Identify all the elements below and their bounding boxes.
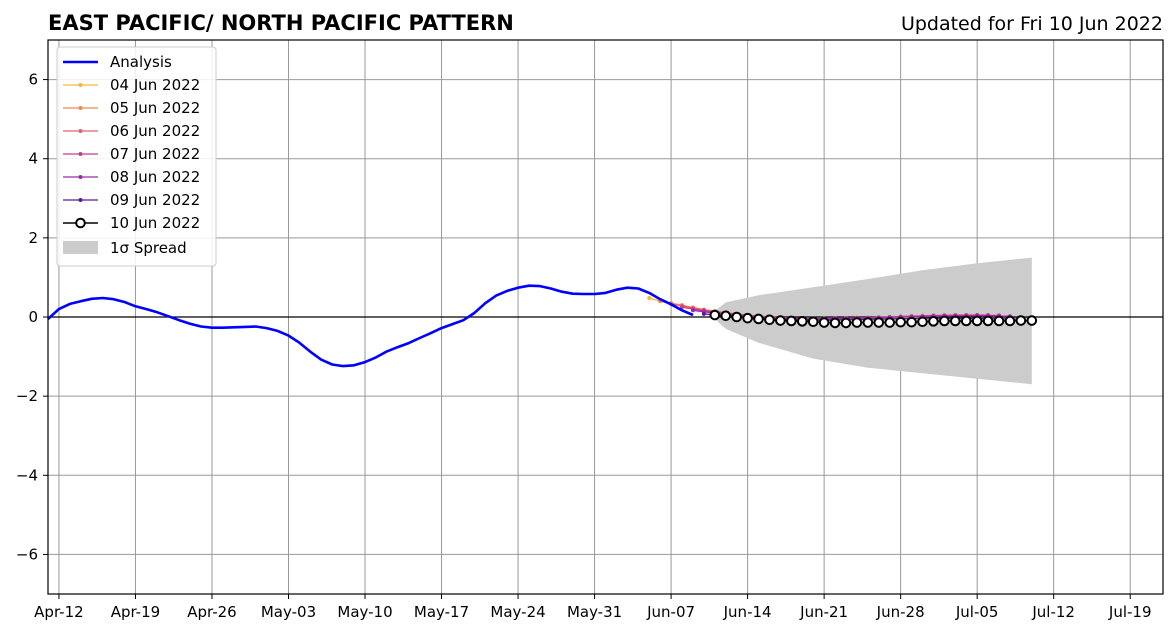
- current-forecast-point: [829, 317, 841, 329]
- legend-label: 05 Jun 2022: [110, 99, 200, 117]
- legend-items: Analysis 04 Jun 2022 05 Jun 2022 06 Jun 202…: [63, 53, 200, 257]
- y-tick-label: −4: [16, 466, 38, 484]
- current-forecast-point: [742, 312, 753, 324]
- current-forecast-point: [709, 309, 721, 321]
- current-forecast-point: [786, 315, 797, 327]
- x-tick-label: Jun-07: [646, 603, 695, 621]
- y-tick-label: 4: [28, 150, 38, 168]
- current-forecast-point: [1026, 315, 1038, 326]
- forecast-point: [647, 296, 652, 301]
- x-tick-label: Jul-19: [1108, 603, 1152, 621]
- legend-swatch-marker: [75, 217, 86, 229]
- current-forecast-point: [906, 316, 917, 328]
- updated-date: Updated for Fri 10 Jun 2022: [901, 13, 1163, 35]
- current-forecast-point: [971, 315, 983, 327]
- current-forecast-point: [862, 317, 874, 328]
- spread-band-layer: [714, 257, 1032, 385]
- forecast-point: [690, 308, 695, 313]
- x-tick-label: May-10: [337, 603, 392, 621]
- x-tick-label: Apr-26: [187, 603, 237, 621]
- x-tick-label: Jun-21: [799, 603, 848, 621]
- legend-label: 06 Jun 2022: [110, 122, 200, 140]
- current-forecast-point: [807, 316, 819, 328]
- current-forecast-point: [960, 315, 972, 327]
- current-forecast-point: [764, 314, 775, 326]
- legend-swatch-spread: [63, 241, 98, 254]
- current-forecast-point: [939, 315, 950, 327]
- legend-swatch-marker: [78, 83, 83, 87]
- forecast-point: [680, 305, 685, 310]
- y-tick-label: −6: [16, 545, 38, 563]
- current-forecast-point: [917, 316, 928, 328]
- current-forecast-point: [982, 315, 994, 327]
- current-forecast-point: [950, 315, 961, 327]
- current-forecast-point: [840, 317, 852, 329]
- legend-label: 04 Jun 2022: [110, 76, 200, 94]
- current-forecast-point: [895, 316, 906, 328]
- legend-label: 1σ Spread: [110, 239, 187, 257]
- current-forecast-point: [1015, 315, 1027, 326]
- legend-swatch-marker: [78, 106, 83, 110]
- x-tick-label: Apr-12: [34, 603, 84, 621]
- current-forecast-point: [851, 317, 863, 328]
- legend-box: [56, 46, 217, 267]
- legend-label: Analysis: [110, 53, 172, 71]
- y-tick-label: 2: [28, 229, 38, 247]
- x-tick-label: Jun-28: [876, 603, 925, 621]
- legend-swatch-marker: [78, 152, 83, 156]
- analysis-line: [47, 284, 694, 368]
- current-forecast-point: [731, 311, 742, 323]
- x-tick-label: May-31: [567, 603, 622, 621]
- x-tick-label: Jul-12: [1031, 603, 1075, 621]
- chart-title: EAST PACIFIC/ NORTH PACIFIC PATTERN: [48, 11, 514, 35]
- axis-ticks: Apr-12 Apr-19 Apr-26 May-03 May-10 May-17 May-…: [16, 71, 1152, 621]
- current-forecast-point: [720, 310, 732, 322]
- legend-label: 10 Jun 2022: [110, 214, 200, 232]
- current-forecast-point: [1004, 315, 1016, 327]
- y-tick-label: 0: [28, 308, 38, 326]
- x-tick-label: Jun-14: [723, 603, 772, 621]
- current-forecast-point: [753, 313, 764, 325]
- spread-band: [714, 257, 1032, 385]
- current-forecast-point: [796, 316, 808, 327]
- x-tick-label: May-17: [414, 603, 469, 621]
- legend-label: 07 Jun 2022: [110, 145, 200, 163]
- x-tick-label: Apr-19: [111, 603, 161, 621]
- legend: Analysis 04 Jun 2022 05 Jun 2022 06 Jun 202…: [56, 46, 217, 267]
- current-forecast-point: [993, 315, 1005, 327]
- legend-label: 09 Jun 2022: [110, 191, 200, 209]
- x-tick-label: May-03: [261, 603, 316, 621]
- y-tick-label: 6: [28, 71, 38, 89]
- legend-swatch-marker: [78, 129, 83, 133]
- series-layer: [47, 284, 1038, 368]
- x-tick-label: May-24: [490, 603, 545, 621]
- current-forecast-point: [873, 317, 885, 328]
- legend-swatch-marker: [78, 175, 83, 179]
- forecast-point: [701, 311, 706, 316]
- current-forecast-point: [928, 316, 939, 327]
- current-forecast-point: [818, 317, 830, 328]
- current-forecast-series: [709, 309, 1038, 329]
- y-tick-label: −2: [16, 387, 38, 405]
- legend-label: 08 Jun 2022: [110, 168, 200, 186]
- current-forecast-point: [884, 317, 896, 328]
- x-tick-label: Jul-05: [955, 603, 999, 621]
- current-forecast-point: [775, 315, 786, 326]
- legend-swatch-marker: [78, 198, 83, 202]
